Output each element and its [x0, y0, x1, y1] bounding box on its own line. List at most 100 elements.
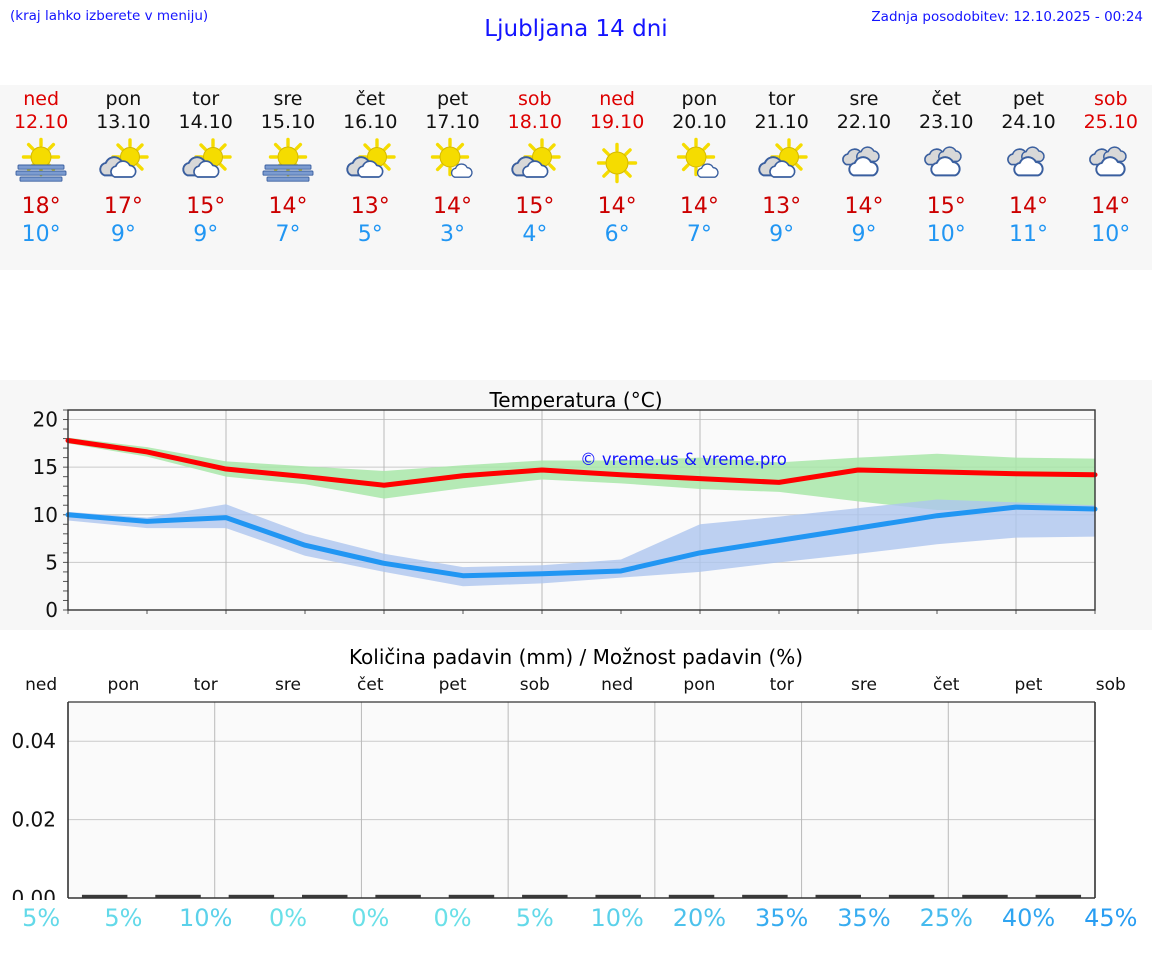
day-date-label: 14.10 — [178, 111, 233, 133]
min-temperature-label: 10° — [21, 222, 61, 247]
forecast-day-column[interactable]: sre 22.10 14° 9° — [823, 85, 905, 270]
location-menu-note[interactable]: (kraj lahko izberete v meniju) — [10, 8, 209, 24]
day-of-week-label: čet — [355, 88, 386, 110]
forecast-day-column[interactable]: tor 14.10 15° 9° — [165, 85, 247, 270]
precipitation-probability-label: 20% — [672, 904, 727, 932]
precipitation-bar — [815, 894, 861, 898]
forecast-day-column[interactable]: pon 13.10 17° 9° — [82, 85, 164, 270]
precipitation-bar — [1035, 894, 1082, 898]
precipitation-probability-label: 5% — [515, 904, 554, 932]
forecast-day-column[interactable]: pet 24.10 14° 11° — [987, 85, 1069, 270]
min-temperature-label: 9° — [110, 222, 136, 247]
day-of-week-label: čet — [931, 88, 962, 110]
precipitation-probability-label: 25% — [919, 904, 973, 932]
sun-smallcloud-icon — [422, 137, 484, 189]
sun-cloud-icon — [92, 137, 154, 189]
min-temperature-label: 5° — [357, 222, 383, 247]
svg-text:20: 20 — [33, 408, 58, 432]
max-temperature-label: 15° — [926, 194, 966, 219]
sun-fog-icon — [10, 137, 72, 189]
min-temperature-label: 6° — [604, 222, 630, 247]
precipitation-day-label: čet — [357, 675, 384, 695]
max-temperature-label: 15° — [515, 194, 555, 219]
forecast-day-column[interactable]: ned 19.10 14° 6° — [576, 85, 658, 270]
day-date-label: 20.10 — [672, 111, 727, 133]
day-of-week-label: sre — [273, 88, 303, 110]
precipitation-bar — [302, 894, 348, 898]
svg-text:0: 0 — [45, 598, 58, 622]
precipitation-day-label: sob — [519, 675, 550, 695]
last-update-label: Zadnja posodobitev: 12.10.2025 - 00:24 — [871, 9, 1143, 25]
min-temperature-label: 7° — [275, 222, 301, 247]
forecast-day-column[interactable]: čet 16.10 13° 5° — [329, 85, 411, 270]
precipitation-bar — [522, 894, 568, 898]
cloud-icon — [1080, 137, 1142, 189]
svg-text:10: 10 — [33, 503, 58, 527]
precipitation-probability-label: 0% — [351, 904, 390, 932]
forecast-day-column[interactable]: sob 25.10 14° 10° — [1070, 85, 1152, 270]
sun-icon — [586, 137, 648, 189]
precipitation-probability-label: 40% — [1001, 904, 1056, 932]
svg-text:© vreme.us & vreme.pro: © vreme.us & vreme.pro — [580, 450, 787, 469]
forecast-day-column[interactable]: ned 12.10 18° 10° — [0, 85, 82, 270]
precipitation-chart-svg: 0.00 0.02 0.04 — [11, 701, 1096, 900]
day-date-label: 13.10 — [96, 111, 151, 133]
day-date-label: 24.10 — [1001, 111, 1056, 133]
forecast-day-column[interactable]: čet 23.10 15° 10° — [905, 85, 987, 270]
precipitation-day-label: pet — [1014, 675, 1043, 695]
day-date-label: 21.10 — [754, 111, 809, 133]
precipitation-day-label: pet — [438, 675, 467, 695]
precipitation-day-label: sob — [1095, 675, 1126, 695]
svg-text:5: 5 — [45, 550, 58, 574]
precipitation-probability-label: 10% — [179, 904, 233, 932]
svg-text:0.00: 0.00 — [11, 886, 56, 900]
precipitation-day-axis: ned pon tor sre čet pet sob ned pon tor sre čet pet s… — [0, 675, 1152, 701]
svg-text:0.02: 0.02 — [11, 808, 56, 832]
precipitation-chart-panel: Količina padavin (mm) / Možnost padavin … — [0, 640, 1152, 975]
precipitation-bar — [448, 894, 495, 898]
day-of-week-label: sre — [849, 88, 879, 110]
min-temperature-label: 7° — [686, 222, 712, 247]
precipitation-day-label: pon — [107, 675, 140, 695]
day-of-week-label: sob — [518, 88, 552, 110]
precipitation-bar — [155, 894, 201, 898]
max-temperature-label: 14° — [1009, 194, 1049, 219]
day-of-week-label: ned — [23, 88, 60, 110]
min-temperature-label: 10° — [926, 222, 966, 247]
cloud-icon — [998, 137, 1060, 189]
day-of-week-label: ned — [599, 88, 635, 110]
forecast-day-column[interactable]: pon 20.10 14° 7° — [658, 85, 740, 270]
temperature-chart-panel: Temperatura (°C) 0 5 10 15 20 © vreme.us & vr… — [0, 380, 1152, 630]
max-temperature-label: 14° — [679, 194, 719, 219]
precipitation-bar — [375, 894, 421, 898]
precipitation-probability-row: 5% 5% 10% 0% 0% 0% 5% 10% 20% 35% 35% 25% 40% 45% — [0, 898, 1152, 938]
cloud-icon — [833, 137, 895, 189]
precipitation-bar — [888, 894, 935, 898]
sun-cloud-icon — [751, 137, 813, 189]
temperature-chart-title: Temperatura (°C) — [489, 388, 663, 412]
day-date-label: 25.10 — [1083, 111, 1138, 133]
precipitation-probability-label: 10% — [590, 904, 644, 932]
day-date-label: 19.10 — [589, 111, 645, 133]
precipitation-bar — [962, 894, 1008, 898]
day-of-week-label: pon — [681, 88, 718, 110]
max-temperature-label: 14° — [844, 194, 884, 219]
day-of-week-label: sob — [1094, 88, 1128, 110]
min-temperature-label: 9° — [851, 222, 877, 247]
forecast-day-column[interactable]: pet 17.10 14° 3° — [411, 85, 493, 270]
precipitation-probability-label: 5% — [104, 904, 143, 932]
min-temperature-label: 3° — [440, 222, 466, 247]
day-of-week-label: tor — [192, 88, 220, 110]
max-temperature-label: 14° — [597, 194, 637, 219]
precipitation-chart-title: Količina padavin (mm) / Možnost padavin … — [348, 645, 804, 669]
forecast-day-column[interactable]: sre 15.10 14° 7° — [247, 85, 329, 270]
min-temperature-label: 10° — [1091, 222, 1131, 247]
forecast-day-column[interactable]: tor 21.10 13° 9° — [741, 85, 823, 270]
precipitation-day-label: sre — [850, 675, 877, 695]
precipitation-probability-label: 0% — [268, 904, 308, 932]
svg-text:15: 15 — [33, 455, 58, 479]
precipitation-probability-label: 35% — [755, 904, 809, 932]
precipitation-day-label: tor — [193, 675, 218, 695]
forecast-day-column[interactable]: sob 18.10 15° 4° — [494, 85, 576, 270]
